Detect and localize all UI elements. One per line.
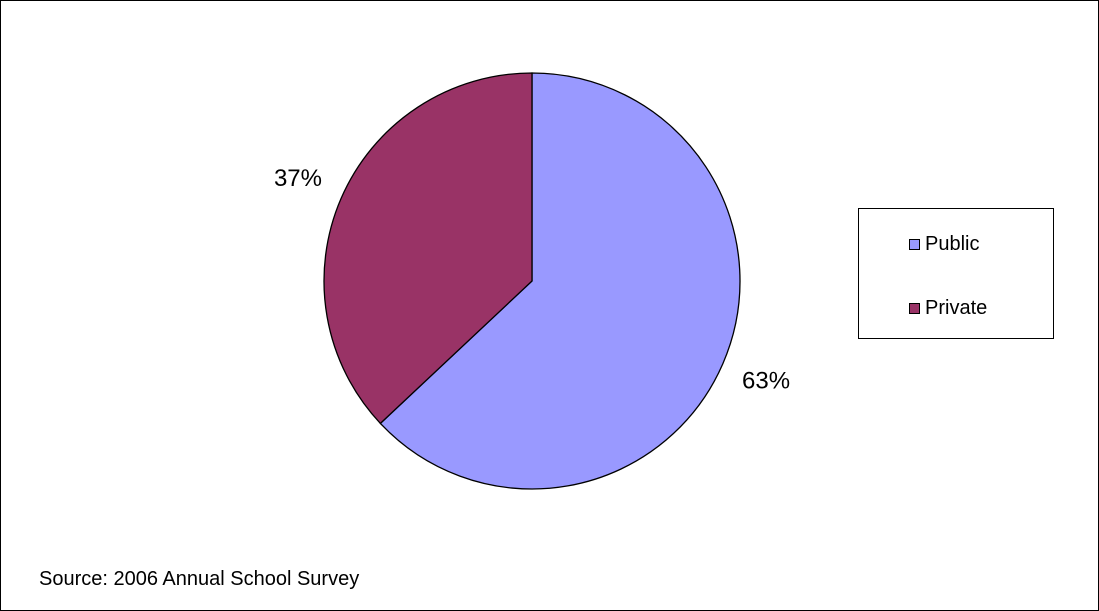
source-note: Source: 2006 Annual School Survey [39,568,360,590]
legend-label-private: Private [925,297,988,319]
pie-slice-private [323,72,533,425]
legend-swatch-public [909,239,920,250]
pie-slice-public [379,72,741,490]
data-label-private: 37% [274,165,322,192]
legend-item-public: Public [909,233,979,256]
legend-item-private: Private [909,297,987,320]
legend: Public Private [858,208,1054,339]
legend-swatch-private [909,303,920,314]
legend-label-public: Public [925,233,980,255]
data-label-public: 63% [742,368,790,395]
